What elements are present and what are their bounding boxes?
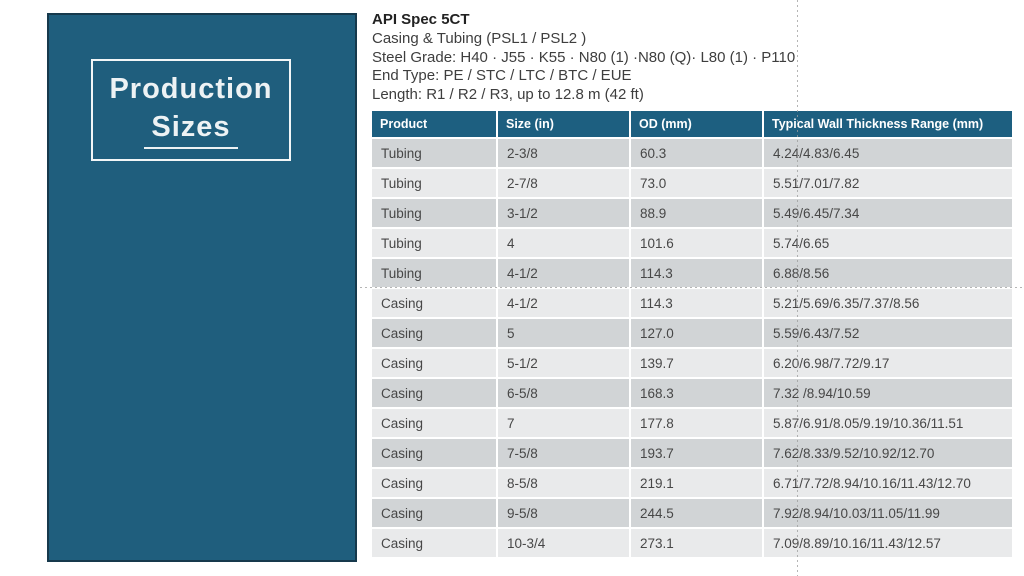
vertical-drawing-guide[interactable]	[797, 0, 798, 576]
sizes-table[interactable]: Product Size (in) OD (mm) Typical Wall Thic…	[370, 109, 1014, 559]
horizontal-drawing-guide[interactable]	[350, 287, 1024, 288]
table-cell[interactable]: 101.6	[631, 229, 762, 257]
table-cell[interactable]: 73.0	[631, 169, 762, 197]
table-cell[interactable]: Tubing	[372, 199, 496, 227]
table-row: Casing 5 127.0 5.59/6.43/7.52	[372, 319, 1012, 347]
table-cell[interactable]: 7.32 /8.94/10.59	[764, 379, 1012, 407]
panel-title-line-2: Sizes	[144, 109, 238, 150]
table-cell[interactable]: Casing	[372, 499, 496, 527]
table-cell[interactable]: 7-5/8	[498, 439, 629, 467]
table-row: Tubing 3-1/2 88.9 5.49/6.45/7.34	[372, 199, 1012, 227]
table-cell[interactable]: 244.5	[631, 499, 762, 527]
table-cell[interactable]: 193.7	[631, 439, 762, 467]
table-row: Casing 4-1/2 114.3 5.21/5.69/6.35/7.37/8.56	[372, 289, 1012, 317]
table-cell[interactable]: Tubing	[372, 169, 496, 197]
table-row: Tubing 4 101.6 5.74/6.65	[372, 229, 1012, 257]
table-cell[interactable]: 6-5/8	[498, 379, 629, 407]
table-cell[interactable]: 7.09/8.89/10.16/11.43/12.57	[764, 529, 1012, 557]
table-cell[interactable]: 5.49/6.45/7.34	[764, 199, 1012, 227]
table-cell[interactable]: 5.59/6.43/7.52	[764, 319, 1012, 347]
table-header-row: Product Size (in) OD (mm) Typical Wall Thic…	[372, 111, 1012, 137]
table-cell[interactable]: 7.92/8.94/10.03/11.05/11.99	[764, 499, 1012, 527]
table-cell[interactable]: 168.3	[631, 379, 762, 407]
table-cell[interactable]: Casing	[372, 439, 496, 467]
panel-title-underlined-word: Sizes	[144, 109, 238, 150]
table-cell[interactable]: 7.62/8.33/9.52/10.92/12.70	[764, 439, 1012, 467]
table-cell[interactable]: 5.51/7.01/7.82	[764, 169, 1012, 197]
table-cell[interactable]: 5.87/6.91/8.05/9.19/10.36/11.51	[764, 409, 1012, 437]
column-header[interactable]: Typical Wall Thickness Range (mm)	[764, 111, 1012, 137]
table-cell[interactable]: 273.1	[631, 529, 762, 557]
spec-line: Length: R1 / R2 / R3, up to 12.8 m (42 f…	[372, 86, 644, 104]
column-header[interactable]: Product	[372, 111, 496, 137]
table-cell[interactable]: Casing	[372, 319, 496, 347]
table-row: Casing 5-1/2 139.7 6.20/6.98/7.72/9.17	[372, 349, 1012, 377]
table-cell[interactable]: 7	[498, 409, 629, 437]
spec-line: Steel Grade: H40 · J55 · K55 · N80 (1) ·…	[372, 48, 796, 66]
column-header[interactable]: OD (mm)	[631, 111, 762, 137]
table-cell[interactable]: 10-3/4	[498, 529, 629, 557]
table-cell[interactable]: Tubing	[372, 229, 496, 257]
table-cell[interactable]: Casing	[372, 289, 496, 317]
spec-text-block[interactable]: API Spec 5CT Casing & Tubing (PSL1 / PSL…	[372, 11, 842, 105]
table-cell[interactable]: Casing	[372, 529, 496, 557]
table-row: Tubing 2-3/8 60.3 4.24/4.83/6.45	[372, 139, 1012, 167]
table-row: Casing 6-5/8 168.3 7.32 /8.94/10.59	[372, 379, 1012, 407]
table-cell[interactable]: Tubing	[372, 259, 496, 287]
spec-line: End Type: PE / STC / LTC / BTC / EUE	[372, 67, 632, 85]
table-cell[interactable]: 114.3	[631, 289, 762, 317]
table-row: Casing 9-5/8 244.5 7.92/8.94/10.03/11.05/11…	[372, 499, 1012, 527]
table-cell[interactable]: 114.3	[631, 259, 762, 287]
table-cell[interactable]: 3-1/2	[498, 199, 629, 227]
table-row: Casing 10-3/4 273.1 7.09/8.89/10.16/11.43/1…	[372, 529, 1012, 557]
table-cell[interactable]: 4-1/2	[498, 259, 629, 287]
table-cell[interactable]: 5.74/6.65	[764, 229, 1012, 257]
table-cell[interactable]: 5.21/5.69/6.35/7.37/8.56	[764, 289, 1012, 317]
table-cell[interactable]: 139.7	[631, 349, 762, 377]
table-row: Tubing 2-7/8 73.0 5.51/7.01/7.82	[372, 169, 1012, 197]
spec-title: API Spec 5CT	[372, 11, 470, 28]
table-row: Tubing 4-1/2 114.3 6.88/8.56	[372, 259, 1012, 287]
table-cell[interactable]: 5-1/2	[498, 349, 629, 377]
table-cell[interactable]: 88.9	[631, 199, 762, 227]
table-cell[interactable]: 5	[498, 319, 629, 347]
table-cell[interactable]: 4-1/2	[498, 289, 629, 317]
table-cell[interactable]: Casing	[372, 349, 496, 377]
table-cell[interactable]: 6.88/8.56	[764, 259, 1012, 287]
table-cell[interactable]: 177.8	[631, 409, 762, 437]
table-cell[interactable]: Casing	[372, 409, 496, 437]
table-cell[interactable]: 127.0	[631, 319, 762, 347]
table-cell[interactable]: 8-5/8	[498, 469, 629, 497]
spec-lines: Casing & Tubing (PSL1 / PSL2 ) Steel Grad…	[372, 30, 842, 105]
table-row: Casing 8-5/8 219.1 6.71/7.72/8.94/10.16/11.…	[372, 469, 1012, 497]
table-cell[interactable]: 6.71/7.72/8.94/10.16/11.43/12.70	[764, 469, 1012, 497]
table-cell[interactable]: 4	[498, 229, 629, 257]
table-cell[interactable]: 219.1	[631, 469, 762, 497]
table-row: Casing 7 177.8 5.87/6.91/8.05/9.19/10.36/11…	[372, 409, 1012, 437]
table-cell[interactable]: Casing	[372, 469, 496, 497]
panel-title-line-1: Production	[109, 72, 273, 105]
table-cell[interactable]: 9-5/8	[498, 499, 629, 527]
table-cell[interactable]: 60.3	[631, 139, 762, 167]
production-sizes-panel[interactable]: Production Sizes	[47, 13, 357, 562]
table-cell[interactable]: 6.20/6.98/7.72/9.17	[764, 349, 1012, 377]
table-cell[interactable]: 2-3/8	[498, 139, 629, 167]
column-header[interactable]: Size (in)	[498, 111, 629, 137]
table-cell[interactable]: Casing	[372, 379, 496, 407]
table-cell[interactable]: 2-7/8	[498, 169, 629, 197]
table-cell[interactable]: Tubing	[372, 139, 496, 167]
spec-line: Casing & Tubing (PSL1 / PSL2 )	[372, 29, 587, 47]
title-box: Production Sizes	[91, 59, 291, 161]
table-row: Casing 7-5/8 193.7 7.62/8.33/9.52/10.92/12.…	[372, 439, 1012, 467]
table-cell[interactable]: 4.24/4.83/6.45	[764, 139, 1012, 167]
